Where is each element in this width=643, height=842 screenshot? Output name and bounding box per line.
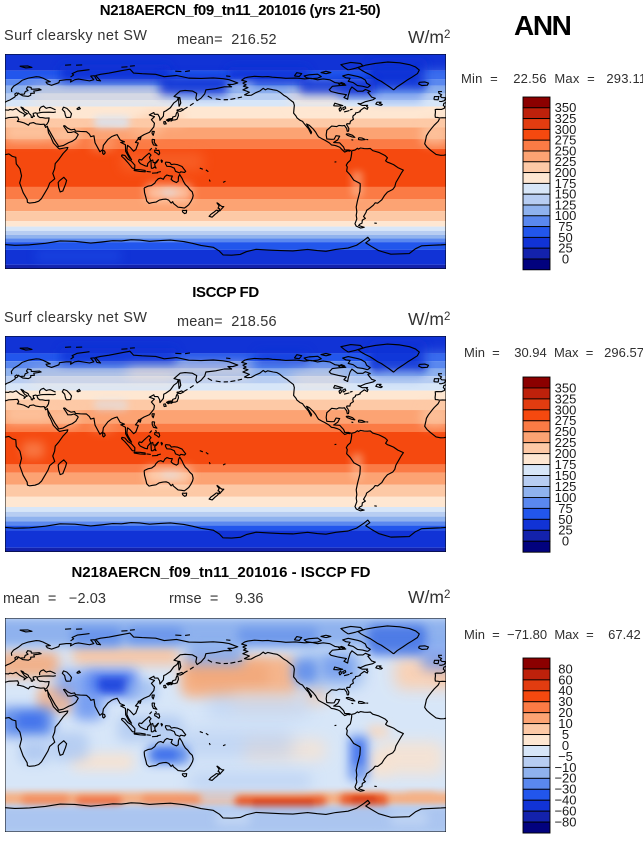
svg-text:5: 5 <box>562 727 569 742</box>
svg-text:10: 10 <box>558 716 572 731</box>
svg-text:350: 350 <box>555 100 577 115</box>
svg-text:175: 175 <box>555 457 577 472</box>
svg-text:75: 75 <box>558 219 572 234</box>
svg-text:275: 275 <box>555 133 577 148</box>
svg-text:−5: −5 <box>558 749 573 764</box>
svg-text:100: 100 <box>555 208 577 223</box>
svg-text:325: 325 <box>555 391 577 406</box>
svg-text:−40: −40 <box>554 793 576 808</box>
svg-text:−10: −10 <box>554 760 576 775</box>
svg-text:0: 0 <box>562 534 569 549</box>
svg-text:300: 300 <box>555 402 577 417</box>
svg-text:−30: −30 <box>554 782 576 797</box>
svg-text:350: 350 <box>555 380 577 395</box>
svg-text:150: 150 <box>555 187 577 202</box>
svg-text:75: 75 <box>558 501 572 516</box>
svg-text:225: 225 <box>555 154 577 169</box>
svg-text:25: 25 <box>558 241 572 256</box>
svg-text:275: 275 <box>555 413 577 428</box>
svg-text:20: 20 <box>558 705 572 720</box>
svg-text:60: 60 <box>558 672 572 687</box>
svg-text:−80: −80 <box>554 815 576 830</box>
svg-text:50: 50 <box>558 230 572 245</box>
svg-text:−60: −60 <box>554 804 576 819</box>
svg-text:0: 0 <box>562 738 569 753</box>
svg-text:40: 40 <box>558 683 572 698</box>
svg-text:100: 100 <box>555 490 577 505</box>
svg-text:175: 175 <box>555 176 577 191</box>
svg-text:125: 125 <box>555 197 577 212</box>
svg-text:225: 225 <box>555 435 577 450</box>
svg-text:200: 200 <box>555 446 577 461</box>
svg-text:0: 0 <box>562 251 569 266</box>
svg-text:200: 200 <box>555 165 577 180</box>
svg-text:250: 250 <box>555 424 577 439</box>
svg-text:250: 250 <box>555 143 577 158</box>
svg-text:80: 80 <box>558 661 572 676</box>
svg-text:−20: −20 <box>554 771 576 786</box>
svg-text:50: 50 <box>558 512 572 527</box>
svg-text:150: 150 <box>555 468 577 483</box>
svg-text:25: 25 <box>558 523 572 538</box>
svg-text:125: 125 <box>555 479 577 494</box>
svg-text:325: 325 <box>555 111 577 126</box>
svg-text:30: 30 <box>558 694 572 709</box>
svg-text:300: 300 <box>555 122 577 137</box>
